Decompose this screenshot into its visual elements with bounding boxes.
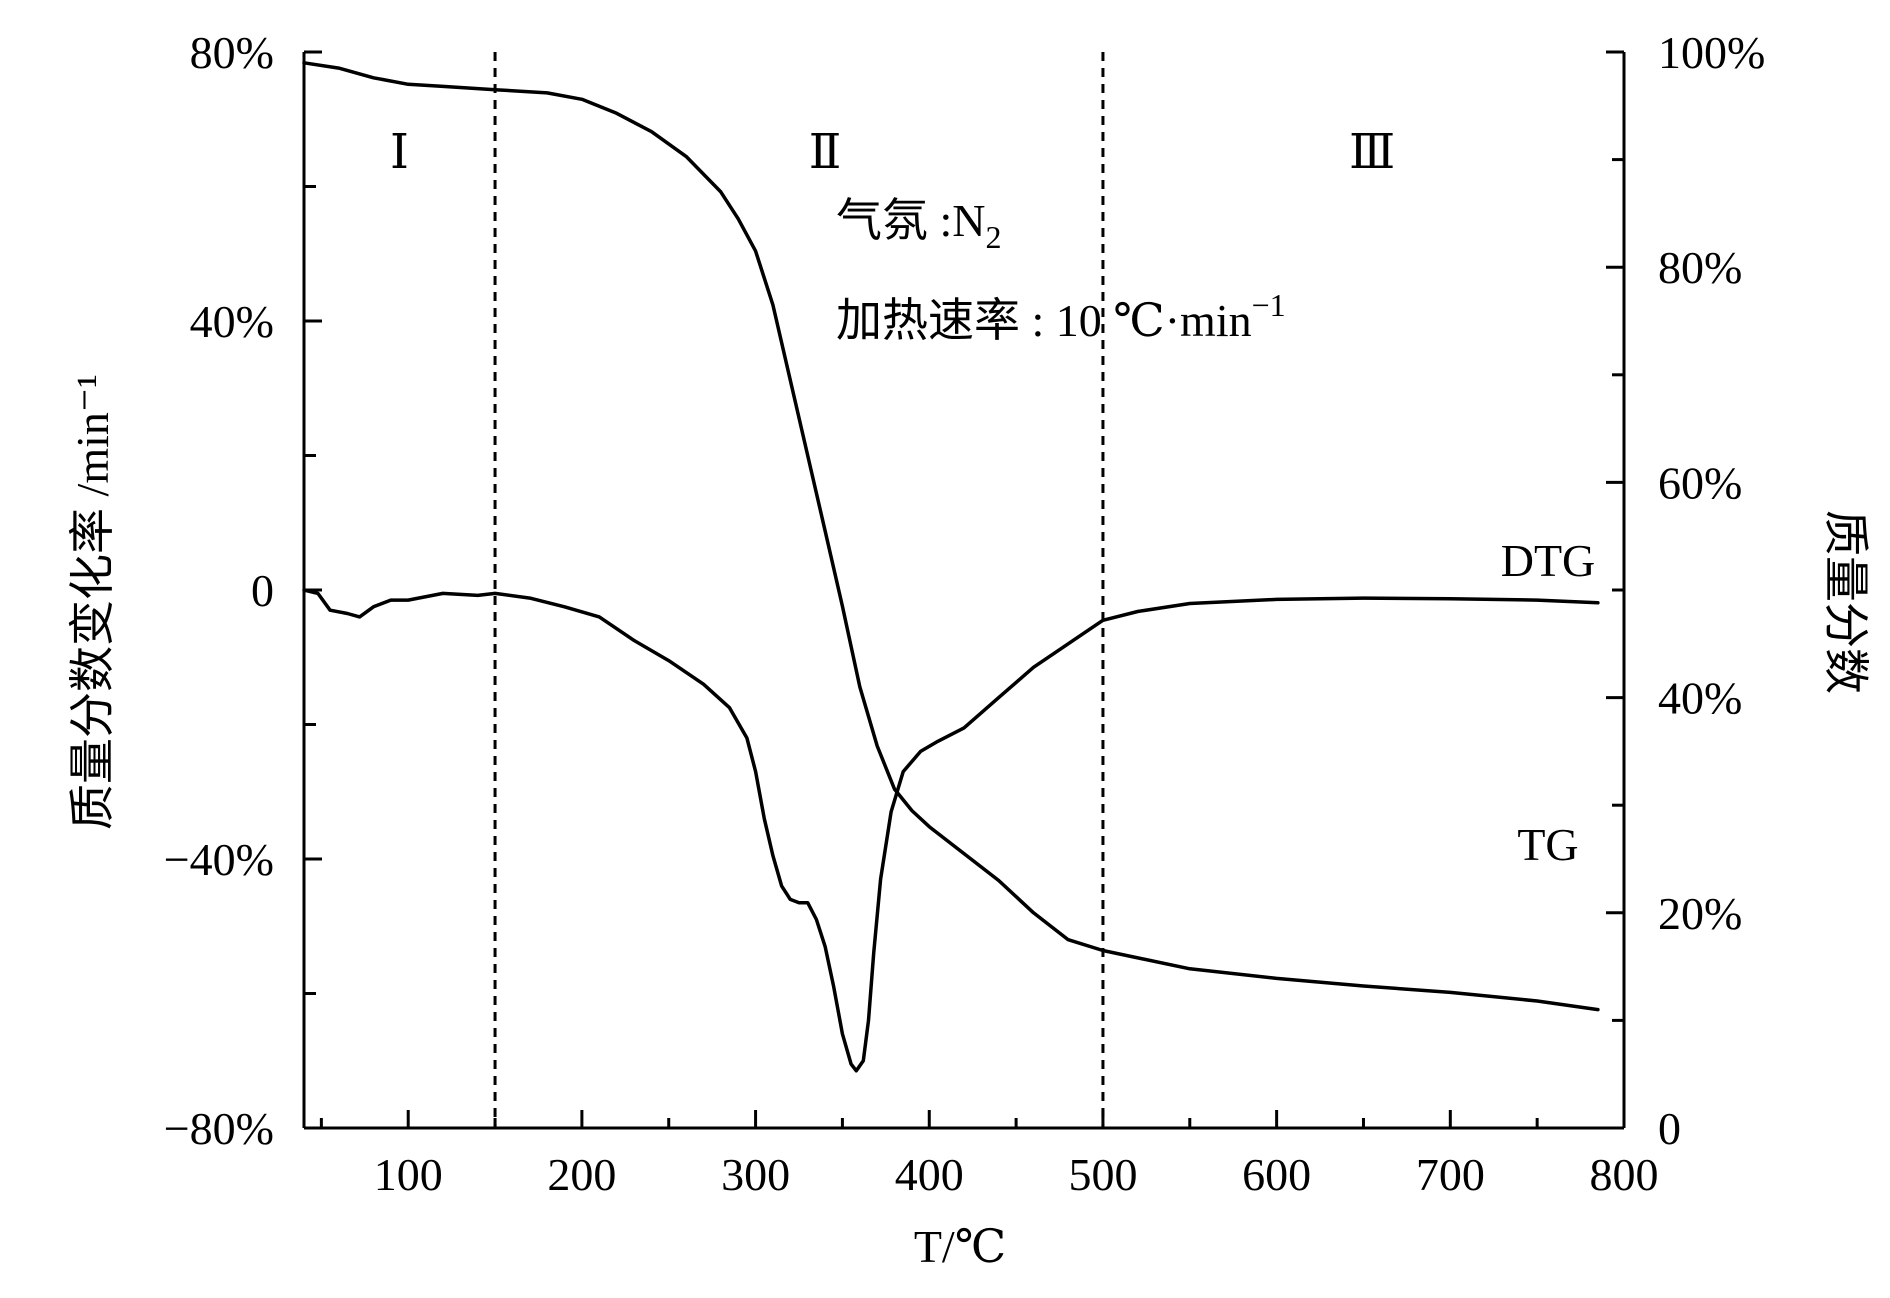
y-left-tick-label: 80% [190,27,274,78]
annotation-heating-rate-text: 加热速率 : 10 ℃·min [836,295,1252,346]
region-label-1: Ⅰ [390,126,409,179]
series-line-dtg [302,588,1600,1073]
y-right-tick-label: 0 [1658,1103,1681,1154]
axis-ticks [304,50,1626,1130]
annotation-atmosphere-text: 气氛 :N [836,195,986,246]
annotation-heating-rate-superscript: −1 [1252,287,1286,323]
region-label-2: Ⅱ [809,126,842,179]
y-right-tick-label: 80% [1658,242,1742,293]
x-tick-label-400: 400 [895,1149,964,1200]
series-label-dtg: DTG [1501,535,1596,586]
x-tick-label-300: 300 [721,1149,790,1200]
region-label-3: Ⅲ [1349,126,1395,179]
y-left-tick-label: 0 [251,565,274,616]
axis-tick-labels: 100 200 300 400 500 600 700 800 80% 40% 0 −40% −80% 1… [164,27,1766,1200]
series-line-tg [302,61,1600,1012]
y-right-tick-label: 100% [1658,27,1765,78]
x-tick-label-600: 600 [1242,1149,1311,1200]
y-left-tick-label: 40% [190,296,274,347]
y-left-tick-label: −80% [164,1103,274,1154]
x-tick-label-500: 500 [1068,1149,1137,1200]
series-lines [302,61,1600,1073]
region-dividers [493,52,1105,1128]
y-left-tick-label: −40% [164,834,274,885]
x-tick-label-700: 700 [1416,1149,1485,1200]
x-tick-label-200: 200 [547,1149,616,1200]
y-axis-right-title: 质量分数 [1820,510,1871,694]
x-axis-title-text: T/℃ [914,1221,1006,1272]
y-right-tick-label: 40% [1658,673,1742,724]
series-label-tg: TG [1517,819,1578,870]
y-right-tick-label: 60% [1658,457,1742,508]
annotation-atmosphere: 气氛 :N2 [836,195,1002,255]
x-tick-label-800: 800 [1590,1149,1659,1200]
x-axis-title: T/℃ [914,1221,1006,1272]
annotation-heating-rate: 加热速率 : 10 ℃·min−1 [836,287,1286,346]
y-axis-left-title: 质量分数变化率 /min⁻¹ [67,374,118,830]
annotation-atmosphere-subscript: 2 [986,219,1002,255]
x-tick-label-100: 100 [374,1149,443,1200]
y-right-tick-label: 20% [1658,888,1742,939]
region-labels: Ⅰ Ⅱ Ⅲ [390,126,1395,179]
